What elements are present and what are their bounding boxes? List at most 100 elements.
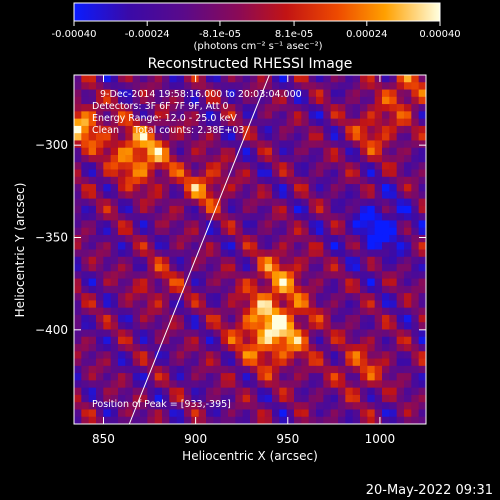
heatmap-cell bbox=[316, 358, 324, 367]
heatmap-cell bbox=[184, 329, 192, 338]
heatmap-cell bbox=[301, 409, 310, 418]
heatmap-cell bbox=[140, 198, 148, 207]
heatmap-cell bbox=[272, 394, 280, 403]
colorbar: -0.00040 -0.00024 -8.1e-05 8.1e-05 0.00024 0.… bbox=[52, 2, 461, 52]
heatmap-cell bbox=[286, 82, 295, 90]
heatmap-cell bbox=[154, 176, 163, 185]
heatmap-cell bbox=[206, 358, 214, 367]
heatmap-cell bbox=[411, 169, 420, 178]
heatmap-cell bbox=[279, 198, 288, 207]
heatmap-cell bbox=[264, 169, 273, 178]
heatmap-cell bbox=[213, 227, 222, 236]
heatmap-cell bbox=[352, 191, 361, 199]
heatmap-cell bbox=[367, 394, 376, 403]
heatmap-cell bbox=[264, 234, 273, 243]
heatmap-cell bbox=[418, 242, 426, 250]
heatmap-cell bbox=[176, 133, 185, 141]
heatmap-cell bbox=[352, 307, 361, 316]
heatmap-cell bbox=[286, 351, 295, 359]
heatmap-cell bbox=[323, 162, 332, 170]
heatmap-cell bbox=[154, 169, 163, 178]
heatmap-cell bbox=[125, 75, 134, 83]
heatmap-cell bbox=[81, 104, 90, 112]
heatmap-cell bbox=[235, 96, 244, 105]
heatmap-cell bbox=[184, 256, 192, 265]
heatmap-cell bbox=[272, 104, 280, 112]
heatmap-cell bbox=[286, 111, 295, 120]
heatmap-cell bbox=[272, 140, 280, 149]
heatmap-cell bbox=[382, 96, 390, 105]
heatmap-cell bbox=[213, 329, 222, 338]
heatmap-cell bbox=[191, 351, 200, 359]
heatmap-cell bbox=[367, 358, 376, 367]
heatmap-cell bbox=[96, 285, 104, 294]
heatmap-cell bbox=[198, 154, 207, 163]
heatmap-cell bbox=[162, 409, 170, 418]
heatmap-cell bbox=[103, 176, 112, 185]
heatmap-cell bbox=[411, 307, 420, 316]
heatmap-cell bbox=[220, 75, 229, 83]
heatmap-cell bbox=[367, 133, 376, 141]
heatmap-cell bbox=[132, 147, 141, 156]
heatmap-cell bbox=[118, 205, 126, 214]
heatmap-cell bbox=[396, 409, 405, 418]
heatmap-cell bbox=[360, 264, 368, 272]
heatmap-cell bbox=[228, 351, 236, 359]
heatmap-cell bbox=[338, 242, 346, 250]
heatmap-cell bbox=[330, 104, 339, 112]
heatmap-cell bbox=[250, 234, 258, 243]
heatmap-cell bbox=[316, 96, 324, 105]
heatmap-cell bbox=[286, 234, 295, 243]
heatmap-cell bbox=[257, 394, 266, 403]
heatmap-cell bbox=[125, 329, 134, 338]
heatmap-cell bbox=[389, 169, 398, 178]
heatmap-cell bbox=[404, 387, 412, 396]
heatmap-cell bbox=[198, 82, 207, 90]
heatmap-cell bbox=[103, 387, 112, 396]
heatmap-cell bbox=[352, 133, 361, 141]
heatmap-cell bbox=[191, 293, 200, 301]
heatmap-cell bbox=[338, 365, 346, 374]
heatmap-cell bbox=[169, 249, 178, 258]
heatmap-cell bbox=[404, 162, 412, 170]
heatmap-cell bbox=[74, 380, 82, 389]
heatmap-cell bbox=[176, 416, 185, 424]
heatmap-cell bbox=[272, 111, 280, 120]
heatmap-cell bbox=[352, 271, 361, 279]
heatmap-cell bbox=[191, 111, 200, 120]
heatmap-cell bbox=[360, 147, 368, 156]
heatmap-cell bbox=[162, 351, 170, 359]
heatmap-cell bbox=[191, 380, 200, 389]
heatmap-cell bbox=[103, 365, 112, 374]
heatmap-cell bbox=[118, 89, 126, 98]
heatmap-cell bbox=[404, 256, 412, 265]
heatmap-cell bbox=[418, 380, 426, 389]
heatmap-cell bbox=[411, 75, 420, 83]
heatmap-cell bbox=[235, 125, 244, 134]
heatmap-cell bbox=[81, 409, 90, 418]
heatmap-cell bbox=[118, 322, 126, 330]
heatmap-cell bbox=[103, 264, 112, 272]
heatmap-cell bbox=[140, 373, 148, 381]
heatmap-cell bbox=[242, 402, 251, 410]
heatmap-cell bbox=[140, 205, 148, 214]
heatmap-cell bbox=[338, 322, 346, 330]
heatmap-cell bbox=[389, 213, 398, 221]
heatmap-cell bbox=[184, 293, 192, 301]
heatmap-cell bbox=[367, 271, 376, 279]
heatmap-cell bbox=[411, 293, 420, 301]
heatmap-cell bbox=[154, 111, 163, 120]
heatmap-cell bbox=[118, 278, 126, 287]
heatmap-cell bbox=[103, 256, 112, 265]
heatmap-cell bbox=[411, 147, 420, 156]
heatmap-cell bbox=[272, 285, 280, 294]
heatmap-cell bbox=[360, 293, 368, 301]
heatmap-cell bbox=[228, 169, 236, 178]
heatmap-cell bbox=[404, 344, 412, 352]
heatmap-cell bbox=[374, 147, 383, 156]
heatmap-cell bbox=[264, 256, 273, 265]
heatmap-cell bbox=[118, 329, 126, 338]
heatmap-cell bbox=[374, 118, 383, 127]
heatmap-cell bbox=[147, 300, 156, 309]
heatmap-cell bbox=[360, 234, 368, 243]
